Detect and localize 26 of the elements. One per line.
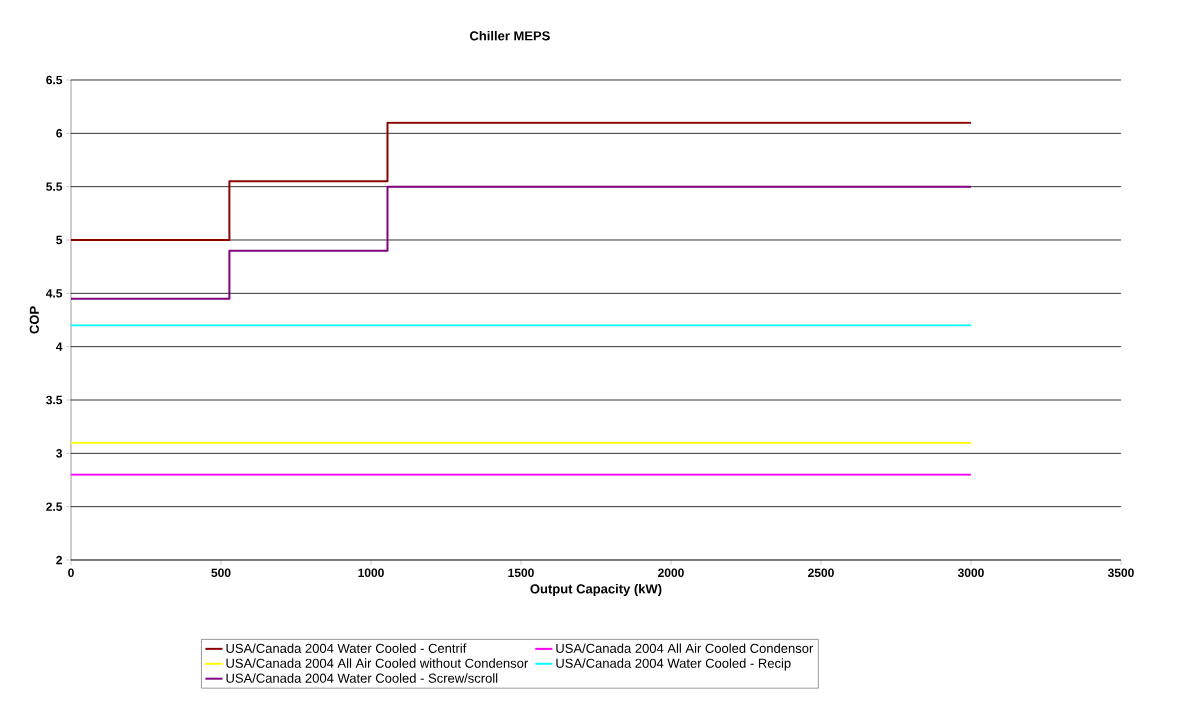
y-tick-label: 6.5 xyxy=(46,75,63,85)
x-tick-label: 0 xyxy=(68,568,74,578)
x-tick-label: 3000 xyxy=(957,568,984,578)
y-tick-label: 4.5 xyxy=(45,289,63,298)
legend-label: USA/Canada 2004 All Air Cooled Condensor xyxy=(556,643,814,653)
y-axis-title: COP xyxy=(29,306,39,334)
legend-label: USA/Canada 2004 Water Cooled - Recip xyxy=(556,658,791,671)
y-tick-label: 2 xyxy=(56,555,62,565)
y-tick-label: 2.5 xyxy=(46,502,63,511)
x-axis-title: Output Capacity (kW) xyxy=(530,583,662,597)
x-tick-label: 1500 xyxy=(508,568,534,578)
chart-title: Chiller MEPS xyxy=(469,30,550,41)
legend-label: USA/Canada 2004 Water Cooled - Centrif xyxy=(226,643,467,653)
y-tick-label: 3.5 xyxy=(46,395,63,405)
y-tick-label: 3 xyxy=(56,449,63,458)
x-tick-label: 1000 xyxy=(358,568,384,578)
y-tick-label: 6 xyxy=(56,129,63,138)
x-tick-label: 500 xyxy=(211,568,231,578)
x-tick-label: 2000 xyxy=(658,568,684,578)
y-tick-label: 5 xyxy=(56,235,63,245)
y-tick-label: 5.5 xyxy=(46,182,63,191)
x-tick-label: 2500 xyxy=(808,568,834,578)
y-tick-label: 4 xyxy=(55,342,63,351)
legend-label: USA/Canada 2004 All Air Cooled without Condensor xyxy=(226,658,529,668)
legend-label: USA/Canada 2004 Water Cooled - Screw/scroll xyxy=(226,673,498,683)
x-tick-label: 3500 xyxy=(1107,568,1134,578)
